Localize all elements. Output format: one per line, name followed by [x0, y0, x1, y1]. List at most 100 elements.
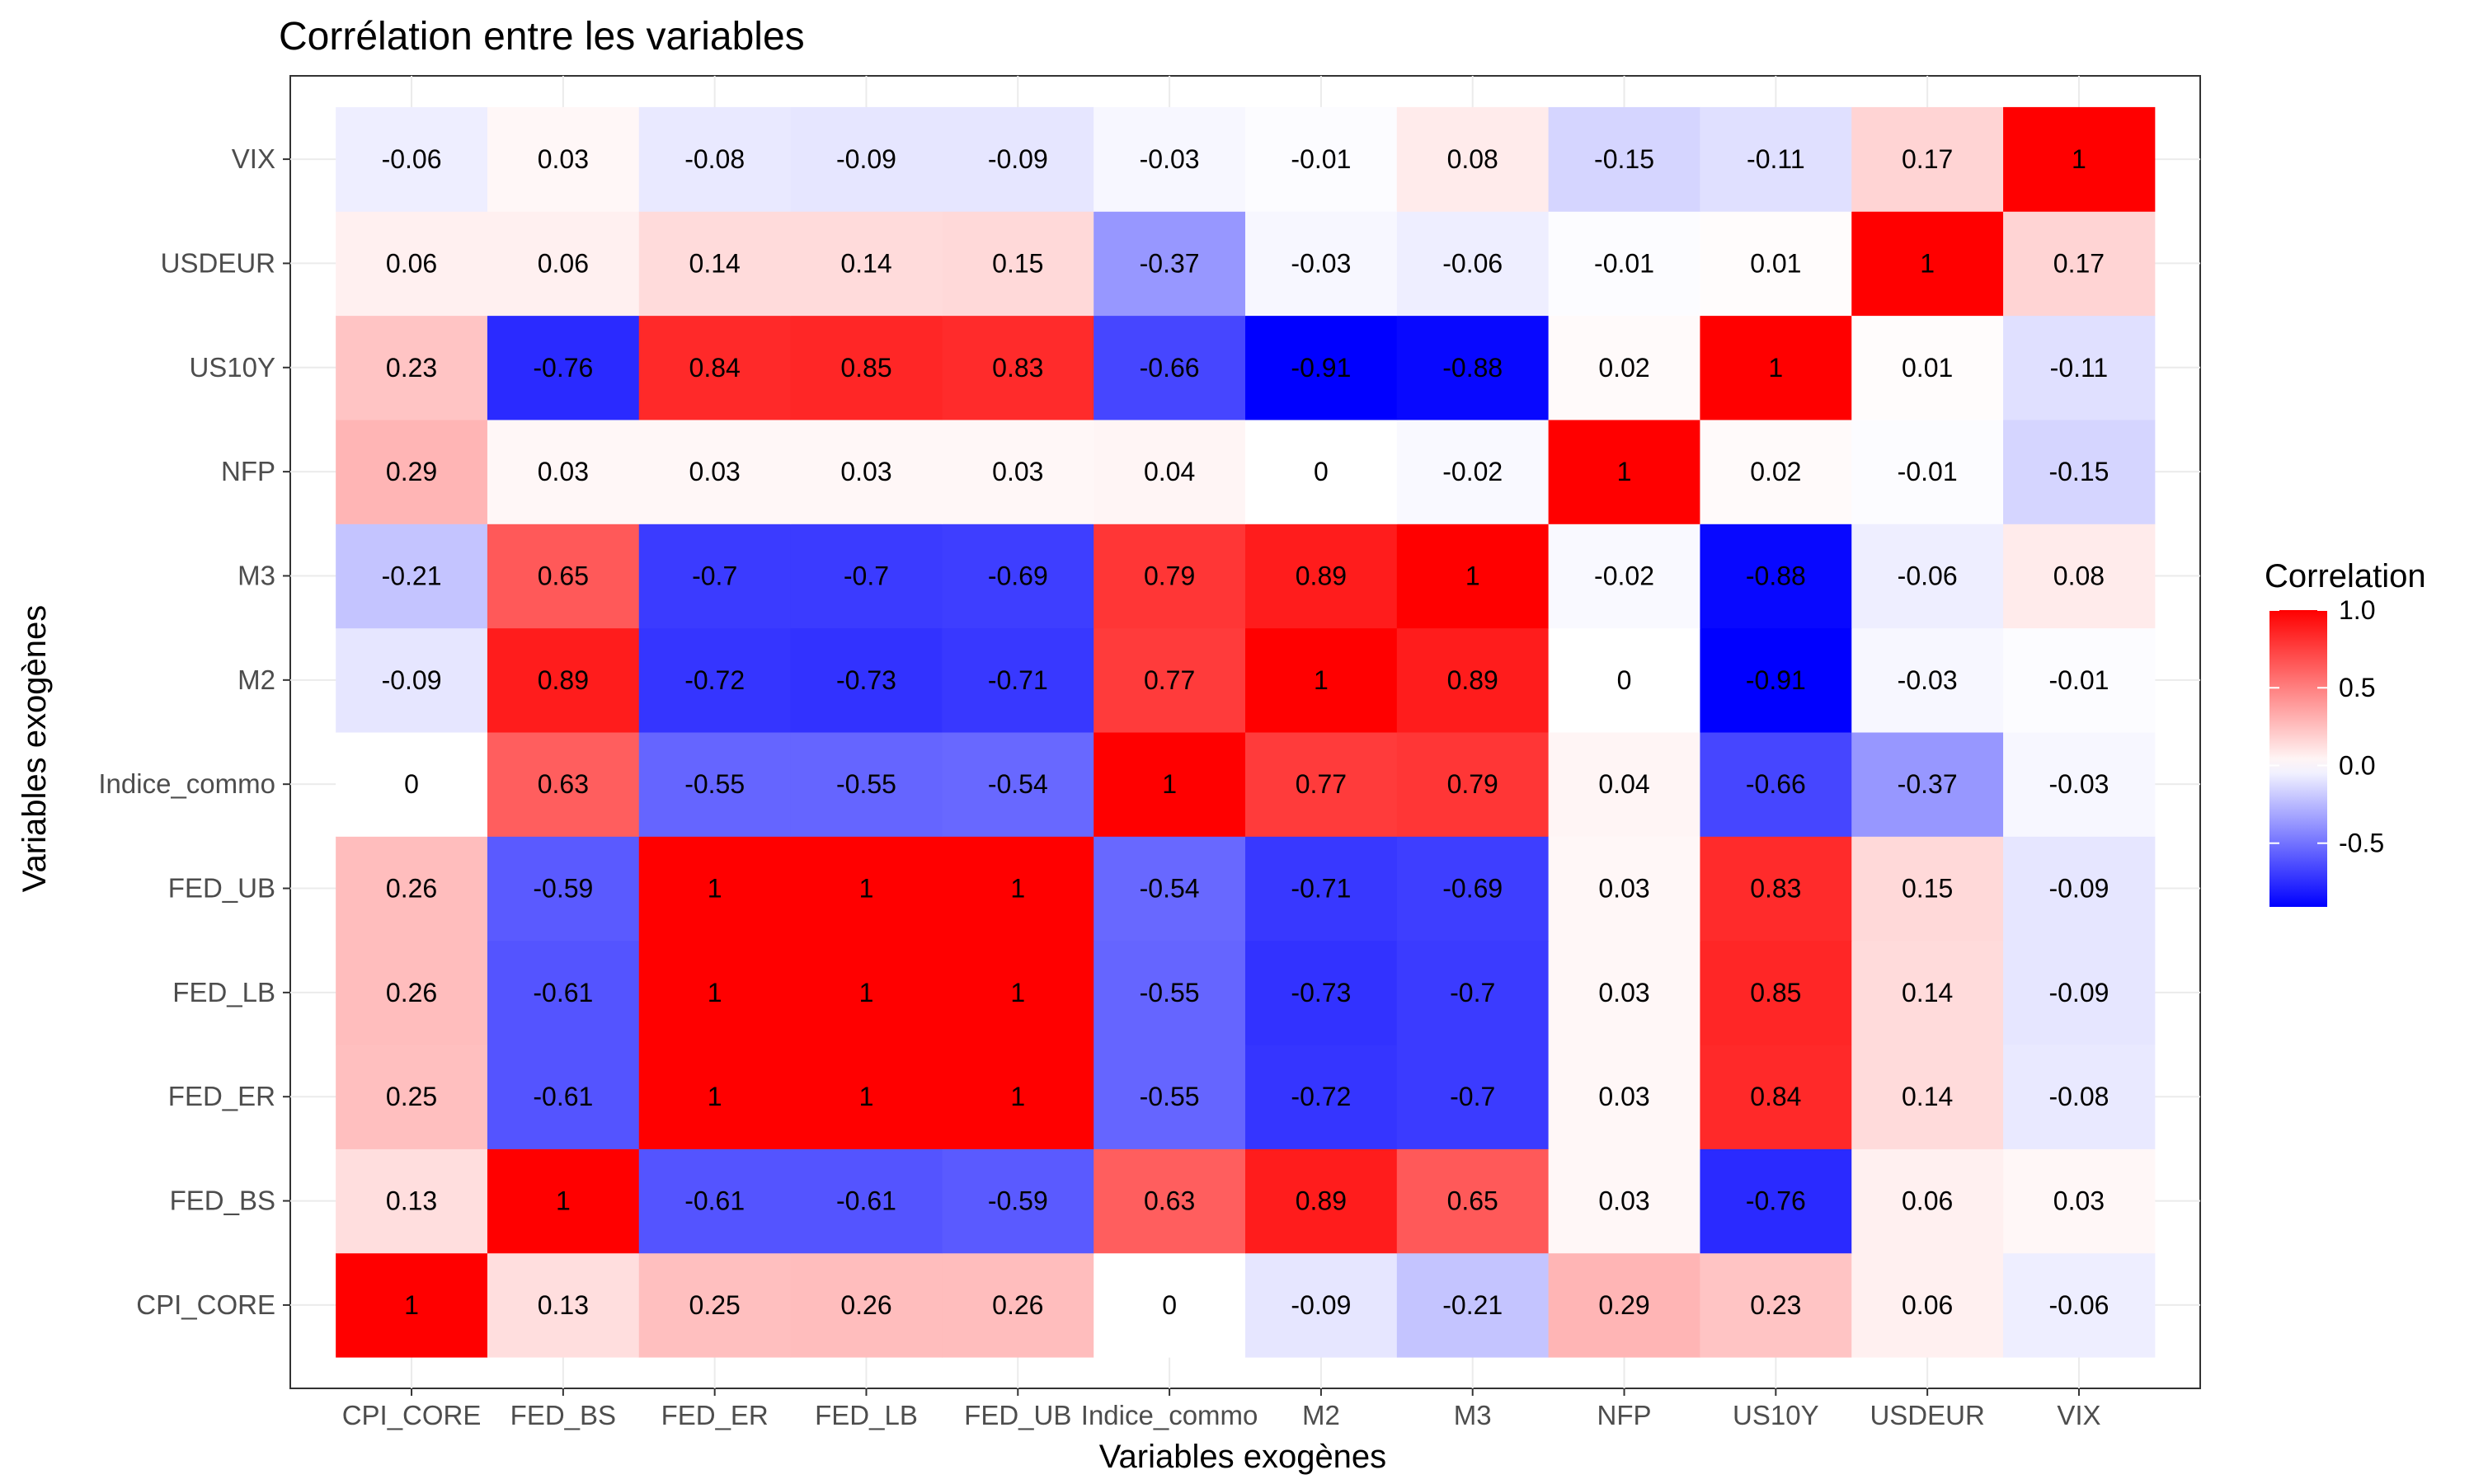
heatmap-cell	[1548, 627, 1700, 733]
cell-value-label: 0.17	[1902, 144, 1953, 174]
cell-value-label: 1	[708, 1082, 722, 1111]
cell-value-label: 1	[556, 1186, 571, 1216]
x-tick-label: FED_UB	[964, 1400, 1071, 1430]
cell-value-label: -0.59	[533, 874, 593, 904]
heatmap-cell	[1396, 315, 1550, 420]
heatmap-cell	[638, 419, 792, 524]
cell-value-label: 0.26	[386, 874, 437, 904]
legend-title: Correlation	[2265, 558, 2426, 594]
cell-value-label: -0.03	[1291, 248, 1351, 278]
cell-value-label: 0.03	[538, 144, 589, 174]
cell-value-label: 0.89	[1296, 1186, 1347, 1216]
heatmap-cell	[790, 836, 943, 942]
heatmap-cell	[1700, 940, 1852, 1045]
cell-value-label: -0.08	[684, 144, 745, 174]
heatmap-cell	[336, 627, 488, 733]
heatmap-cell	[2003, 1148, 2156, 1254]
heatmap-cell	[1851, 1252, 2004, 1358]
y-tick-label: FED_BS	[170, 1186, 275, 1216]
heatmap-cell	[638, 732, 792, 837]
cell-value-label: -0.09	[2048, 978, 2109, 1007]
heatmap-cell	[1851, 732, 2004, 837]
cell-value-label: -0.66	[1746, 769, 1806, 799]
heatmap-cell	[1245, 732, 1398, 837]
heatmap-cell	[2003, 627, 2156, 733]
heatmap-cell	[1851, 627, 2004, 733]
cell-value-label: 0.83	[1750, 874, 1801, 904]
heatmap-cell	[942, 836, 1094, 942]
heatmap-cell	[1548, 315, 1700, 420]
legend-tick-label: 0.5	[2339, 673, 2375, 702]
cell-value-label: 0.29	[386, 457, 437, 486]
chart-title: Corrélation entre les variables	[279, 15, 805, 59]
cell-value-label: 0.83	[992, 353, 1043, 383]
heatmap-cell	[1094, 1148, 1246, 1254]
cell-value-label: 0.01	[1902, 353, 1953, 383]
heatmap-cell	[790, 1252, 943, 1358]
cell-value-label: 0.08	[1447, 144, 1498, 174]
cell-value-label: 0.13	[386, 1186, 437, 1216]
cell-value-label: 1	[708, 874, 722, 904]
cell-value-label: 1	[859, 1082, 874, 1111]
cell-value-label: 1	[404, 1290, 419, 1320]
heatmap-cell	[487, 1252, 640, 1358]
cell-value-label: 0.14	[840, 248, 891, 278]
cell-value-label: 0.25	[689, 1290, 741, 1320]
heatmap-cell	[1700, 524, 1852, 629]
cell-value-label: 0	[1617, 665, 1632, 695]
cell-value-label: -0.61	[684, 1186, 745, 1216]
cell-value-label: -0.02	[1594, 561, 1654, 590]
heatmap-cell	[790, 940, 943, 1045]
heatmap-cell	[1851, 1045, 2004, 1149]
heatmap-cell	[336, 1148, 488, 1254]
cell-value-label: 0.63	[1144, 1186, 1195, 1216]
heatmap-cell	[487, 732, 640, 837]
heatmap-cell	[638, 940, 792, 1045]
heatmap-cell	[487, 940, 640, 1045]
y-tick-label: M3	[238, 560, 275, 590]
x-axis-title: Variables exogènes	[1099, 1439, 1386, 1475]
heatmap-cell	[2003, 1045, 2156, 1149]
cell-value-label: -0.61	[533, 1082, 593, 1111]
cell-value-label: -0.55	[1140, 1082, 1200, 1111]
cell-value-label: -0.01	[2048, 665, 2109, 695]
cell-value-label: 0.23	[386, 353, 437, 383]
heatmap-cell	[336, 106, 488, 212]
cell-value-label: 0.77	[1144, 665, 1195, 695]
heatmap-cell	[1548, 106, 1700, 212]
heatmap-cell	[1245, 627, 1398, 733]
cell-value-label: 0.02	[1750, 457, 1801, 486]
cell-value-label: -0.55	[836, 769, 896, 799]
heatmap-cell	[1396, 1252, 1550, 1358]
heatmap-cell	[2003, 211, 2156, 317]
heatmap-cell	[1396, 836, 1550, 942]
heatmap-cell	[790, 524, 943, 629]
y-tick-label: FED_ER	[168, 1081, 275, 1111]
cell-value-label: 0.79	[1144, 561, 1195, 590]
cell-value-label: 1	[1314, 665, 1329, 695]
heatmap-cell	[790, 419, 943, 524]
heatmap-cell	[487, 1045, 640, 1149]
heatmap-cell	[1245, 836, 1398, 942]
heatmap-cell	[638, 315, 792, 420]
cell-value-label: -0.03	[1140, 144, 1200, 174]
heatmap-cell	[1094, 627, 1246, 733]
cell-value-label: -0.54	[1140, 874, 1200, 904]
heatmap-cell	[638, 1252, 792, 1358]
x-tick-label: M3	[1454, 1400, 1492, 1430]
heatmap-cell	[1548, 419, 1700, 524]
cell-value-label: -0.02	[1442, 457, 1503, 486]
heatmap-cell	[638, 1148, 792, 1254]
heatmap-cell	[1548, 732, 1700, 837]
heatmap-cell	[1700, 836, 1852, 942]
cell-value-label: -0.06	[382, 144, 442, 174]
heatmap-cell	[1548, 1045, 1700, 1149]
heatmap-cell	[1245, 524, 1398, 629]
heatmap-cell	[638, 211, 792, 317]
heatmap-cell	[2003, 106, 2156, 212]
heatmap-cells	[336, 106, 2156, 1358]
cell-value-label: 0.25	[386, 1082, 437, 1111]
heatmap-cell	[487, 419, 640, 524]
y-axis-ticks: CPI_CORE FED_BS FED_ER FED_LB FED_UB Indice_c…	[98, 143, 290, 1320]
heatmap-cell	[336, 315, 488, 420]
